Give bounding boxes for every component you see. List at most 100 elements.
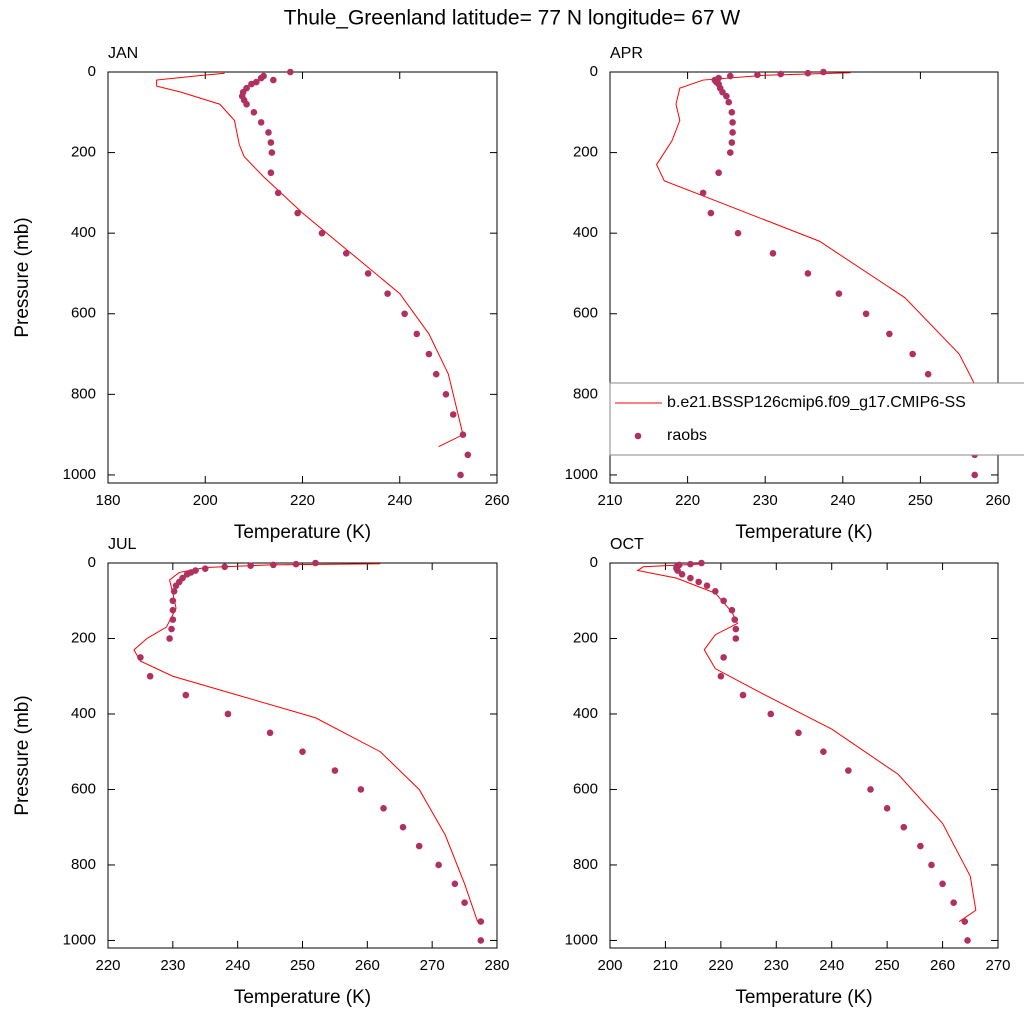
raobs-point	[292, 560, 300, 568]
raobs-point	[166, 635, 173, 642]
raobs-point	[170, 588, 178, 595]
raobs-point	[221, 563, 228, 571]
raobs-point	[274, 189, 282, 197]
figure-title: Thule_Greenland latitude= 77 N longitude…	[284, 7, 741, 30]
raobs-point	[169, 616, 177, 623]
raobs-point	[734, 229, 742, 237]
y-tick-label: 800	[573, 385, 598, 402]
x-tick-label: 200	[193, 492, 218, 509]
x-tick-label: 210	[597, 492, 622, 509]
legend-label: b.e21.BSSP126cmip6.f09_g17.CMIP6-SS	[667, 394, 966, 411]
legend-label: raobs	[667, 427, 707, 444]
panel: 180 200 220 240 260 0 200 400 600 800 1000 JAN Tempe…	[12, 45, 510, 543]
raobs-point	[728, 108, 736, 116]
panel-title: JUL	[108, 536, 137, 553]
y-tick-label: 400	[573, 705, 598, 722]
raobs-point	[331, 767, 339, 774]
raobs-point	[299, 748, 306, 756]
raobs-point	[318, 229, 326, 237]
x-tick-label: 220	[708, 957, 733, 974]
raobs-point	[357, 786, 365, 793]
raobs-point	[726, 149, 734, 156]
model-line	[133, 563, 479, 922]
panel-title: JAN	[108, 45, 138, 62]
raobs-point	[384, 290, 391, 297]
raobs-point	[845, 767, 852, 774]
raobs-point	[172, 582, 180, 589]
raobs-point	[867, 786, 874, 793]
raobs-point	[728, 139, 736, 146]
raobs-point	[720, 597, 727, 605]
plot-frame	[609, 562, 999, 949]
raobs-point	[717, 672, 725, 680]
x-tick-label: 270	[985, 957, 1010, 974]
raobs-point	[886, 330, 893, 338]
raobs-point	[415, 842, 423, 850]
y-tick-label: 400	[71, 705, 96, 722]
raobs-point	[729, 129, 736, 136]
raobs-point	[731, 616, 739, 623]
x-tick-label: 200	[597, 957, 622, 974]
x-tick-label: 230	[764, 957, 789, 974]
raobs-point	[729, 119, 736, 126]
y-tick-label: 800	[573, 856, 598, 873]
raobs-point	[270, 561, 277, 569]
raobs-point	[312, 559, 319, 567]
raobs-point	[674, 567, 681, 574]
y-axis-label: Pressure (mb)	[12, 217, 33, 337]
raobs-point	[183, 571, 191, 578]
raobs-point	[732, 635, 740, 642]
raobs-point	[464, 451, 472, 459]
raobs-point	[720, 654, 727, 661]
raobs-point	[457, 471, 464, 479]
raobs-point	[364, 270, 372, 277]
x-tick-label: 240	[830, 492, 855, 509]
raobs-point	[883, 805, 891, 812]
raobs-point	[971, 471, 979, 479]
raobs-point	[451, 880, 459, 888]
raobs-point	[698, 559, 705, 567]
panel: 200 210 220 230 240 250 260 270 0 200 400 600 800 100…	[565, 536, 1011, 1008]
raobs-point	[477, 937, 485, 944]
y-tick-label: 0	[88, 63, 96, 80]
raobs-point	[820, 68, 827, 76]
raobs-point	[257, 74, 265, 82]
x-tick-label: 220	[95, 957, 120, 974]
raobs-point	[909, 350, 916, 358]
x-tick-label: 180	[95, 492, 120, 509]
raobs-point	[247, 562, 254, 569]
raobs-point	[243, 100, 250, 108]
y-tick-label: 1000	[565, 931, 598, 948]
legend-box	[609, 382, 1024, 456]
raobs-point	[459, 431, 467, 438]
raobs-point	[687, 560, 694, 568]
raobs-point	[917, 842, 924, 850]
raobs-point	[726, 72, 734, 80]
x-axis-label: Temperature (K)	[234, 522, 371, 543]
y-axis-label: Pressure (mb)	[12, 695, 33, 815]
raobs-point	[432, 370, 440, 378]
panel: 220 230 240 250 260 270 280 0 200 400 600 800 1000 JU…	[12, 536, 510, 1008]
raobs-point	[287, 68, 294, 76]
raobs-point	[728, 606, 736, 614]
raobs-point	[224, 710, 232, 718]
raobs-point	[950, 899, 957, 907]
raobs-point	[732, 625, 740, 633]
raobs-point	[707, 209, 715, 217]
model-line	[156, 72, 464, 448]
y-tick-label: 0	[88, 554, 96, 571]
y-tick-label: 800	[71, 385, 96, 402]
raobs-point	[182, 691, 190, 699]
y-tick-label: 600	[573, 780, 598, 797]
y-tick-label: 600	[573, 305, 598, 322]
raobs-point	[248, 80, 255, 88]
y-tick-label: 0	[590, 554, 598, 571]
plot-frame	[609, 71, 999, 484]
panel: 210 220 230 240 250 260 0 200 400 600 800 1000 APR Te…	[565, 45, 1024, 543]
x-tick-label: 260	[484, 492, 509, 509]
x-tick-label: 250	[875, 957, 900, 974]
x-tick-label: 240	[225, 957, 250, 974]
raobs-point	[267, 139, 275, 146]
y-tick-label: 1000	[565, 466, 598, 483]
